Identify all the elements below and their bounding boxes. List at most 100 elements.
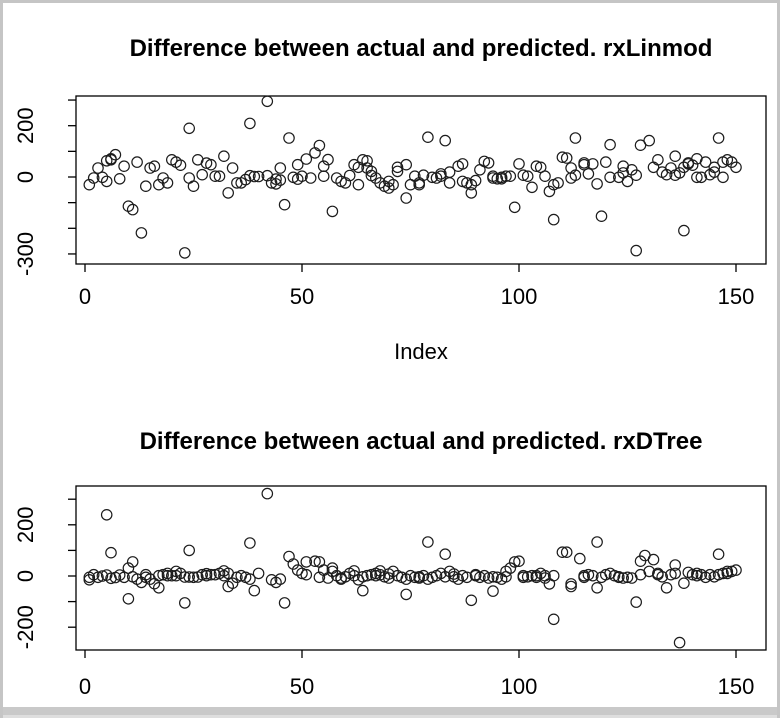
data-point	[469, 174, 482, 187]
y-tick-label: -200	[13, 605, 38, 649]
data-point	[482, 572, 495, 584]
data-point	[565, 580, 577, 593]
data-point	[669, 150, 681, 162]
data-point	[118, 571, 130, 584]
data-point	[586, 158, 599, 170]
data-point	[630, 169, 642, 181]
data-point	[708, 161, 721, 174]
plot-box	[75, 485, 767, 651]
data-point	[387, 178, 399, 191]
data-point	[96, 171, 109, 184]
x-tick-label: 100	[501, 284, 538, 309]
data-point	[712, 132, 725, 144]
data-point	[556, 546, 569, 558]
data-point	[213, 170, 226, 182]
data-point	[126, 556, 139, 568]
data-point	[513, 158, 525, 170]
data-point	[517, 571, 530, 584]
plot-panel-1: Difference between actual and predicted.…	[13, 35, 767, 364]
data-point	[547, 569, 560, 582]
data-point	[105, 153, 117, 165]
data-point	[218, 150, 230, 162]
data-point	[387, 565, 399, 578]
data-point	[244, 573, 256, 585]
data-point	[100, 175, 113, 188]
data-point	[244, 117, 256, 130]
data-point	[300, 153, 313, 165]
data-point	[439, 134, 451, 147]
data-point	[508, 556, 521, 568]
y-tick-label: 0	[13, 171, 38, 183]
data-point	[187, 180, 200, 192]
data-point	[252, 170, 265, 183]
data-point	[543, 185, 556, 198]
data-point	[400, 192, 412, 204]
data-point	[673, 636, 686, 649]
y-tick-label: -300	[13, 232, 38, 276]
data-point	[530, 160, 543, 172]
data-point	[465, 178, 478, 191]
data-point	[413, 178, 425, 191]
data-point	[439, 548, 451, 560]
plot-panel-2: Difference between actual and predicted.…	[13, 428, 767, 699]
data-point	[322, 153, 334, 166]
data-point	[487, 585, 499, 597]
data-point	[166, 569, 178, 582]
data-point	[591, 581, 603, 594]
data-point	[356, 584, 369, 597]
data-point	[261, 95, 274, 108]
data-point	[205, 568, 217, 581]
data-point	[686, 568, 699, 581]
scatter-points	[83, 487, 742, 649]
scatter-points	[83, 95, 742, 259]
chart-title: Difference between actual and predicted.…	[140, 428, 703, 455]
data-point	[326, 565, 339, 578]
data-point	[248, 584, 261, 597]
x-tick-label: 150	[718, 674, 755, 699]
data-point	[565, 578, 577, 590]
data-point	[730, 564, 742, 576]
data-point	[391, 165, 404, 178]
data-point	[400, 158, 412, 171]
data-point	[730, 161, 742, 174]
data-point	[131, 156, 143, 168]
data-point	[140, 568, 152, 581]
data-point	[435, 168, 447, 180]
data-point	[461, 571, 473, 584]
data-point	[174, 159, 187, 171]
data-point	[604, 171, 616, 184]
data-point	[656, 570, 668, 583]
data-point	[179, 247, 191, 259]
data-point	[382, 572, 395, 584]
data-point	[547, 213, 560, 226]
data-point	[356, 570, 369, 583]
x-axis: 0 50 100 150	[79, 264, 754, 309]
data-point	[521, 570, 534, 583]
data-point	[604, 138, 616, 151]
data-point	[556, 151, 569, 163]
data-point	[517, 169, 530, 181]
data-point	[274, 162, 287, 174]
y-tick-label: 0	[13, 570, 38, 582]
data-point	[660, 168, 673, 181]
data-point	[300, 568, 313, 581]
data-point	[274, 174, 287, 186]
data-point	[209, 170, 221, 182]
data-point	[391, 161, 404, 174]
data-point	[521, 170, 534, 182]
data-point	[678, 577, 690, 589]
data-point	[647, 553, 660, 566]
data-point	[617, 572, 629, 584]
data-point	[504, 562, 517, 574]
plot-box	[75, 95, 767, 265]
data-point	[413, 570, 425, 583]
data-point	[183, 122, 195, 135]
data-point	[109, 148, 122, 161]
chart-title: Difference between actual and predicted.…	[130, 35, 713, 62]
data-point	[717, 171, 729, 184]
data-point	[652, 154, 664, 166]
data-point	[582, 168, 595, 180]
x-tick-label: 0	[79, 674, 91, 699]
data-point	[278, 198, 291, 211]
